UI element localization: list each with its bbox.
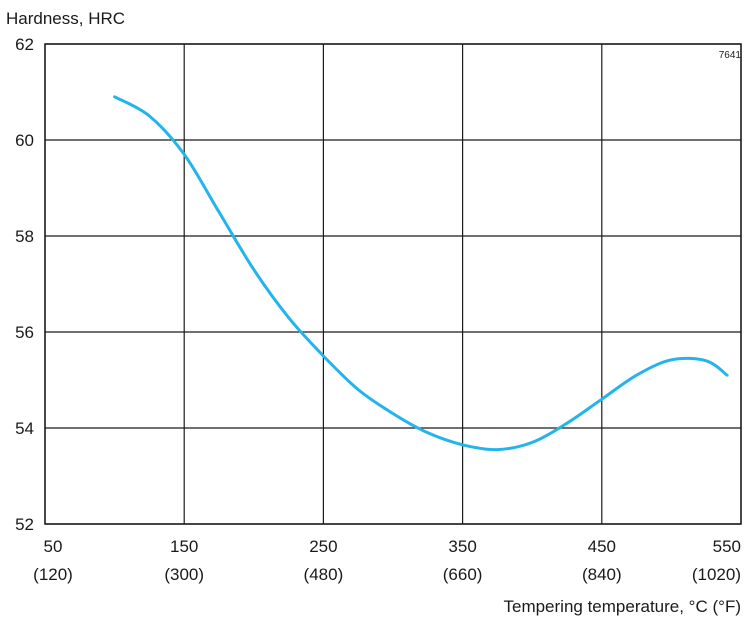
x-tick-sublabel-150: (300) bbox=[164, 565, 204, 584]
y-tick-label-62: 62 bbox=[15, 35, 34, 54]
x-tick-sublabel-450: (840) bbox=[582, 565, 622, 584]
y-tick-label-52: 52 bbox=[15, 515, 34, 534]
y-axis-title: Hardness, HRC bbox=[6, 9, 125, 28]
y-tick-labels: 52 54 56 58 60 62 bbox=[15, 35, 34, 534]
x-tick-label-50: 50 bbox=[44, 537, 63, 556]
x-tick-label-350: 350 bbox=[448, 537, 476, 556]
plot-frame bbox=[44, 43, 742, 525]
series-layer bbox=[113, 95, 729, 452]
y-tick-label-60: 60 bbox=[15, 131, 34, 150]
x-tick-sublabel-550: (1020) bbox=[692, 565, 741, 584]
figure-id: 7641 bbox=[719, 50, 742, 61]
x-tick-labels: 50 (120) 150 (300) 250 (480) 350 (660) 450 (840) 5… bbox=[33, 537, 741, 584]
x-axis-title: Tempering temperature, °C (°F) bbox=[503, 597, 741, 616]
y-tick-label-58: 58 bbox=[15, 227, 34, 246]
series-line-0 bbox=[113, 95, 729, 452]
y-tick-label-54: 54 bbox=[15, 419, 34, 438]
x-tick-sublabel-50: (120) bbox=[33, 565, 73, 584]
x-tick-label-150: 150 bbox=[170, 537, 198, 556]
x-tick-label-450: 450 bbox=[588, 537, 616, 556]
x-tick-label-550: 550 bbox=[713, 537, 741, 556]
x-tick-sublabel-250: (480) bbox=[304, 565, 344, 584]
x-tick-label-250: 250 bbox=[309, 537, 337, 556]
y-tick-label-56: 56 bbox=[15, 323, 34, 342]
x-tick-sublabel-350: (660) bbox=[443, 565, 483, 584]
